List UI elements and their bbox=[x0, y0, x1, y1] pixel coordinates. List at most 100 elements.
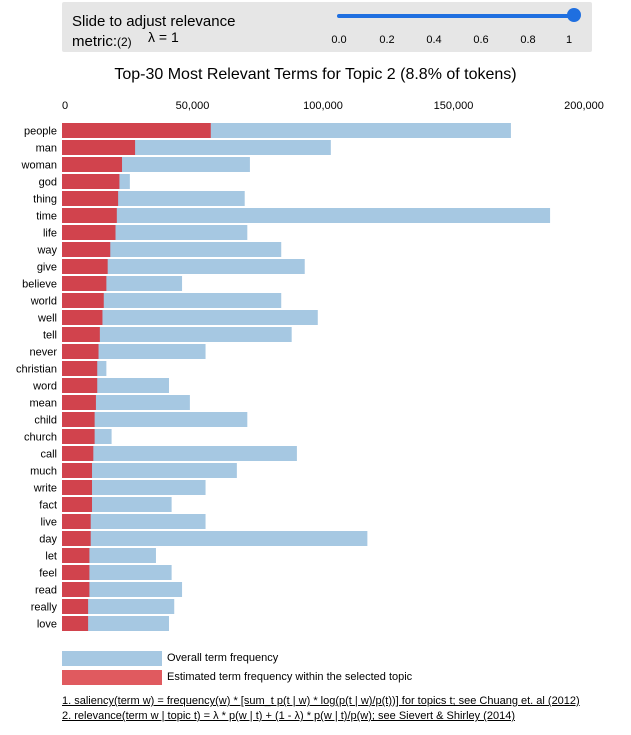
term-label: world bbox=[30, 296, 57, 308]
bar-chart: 0 50,000 100,000 150,000 200,000 people man wom… bbox=[16, 100, 604, 631]
bar-topic bbox=[62, 191, 119, 206]
term-label: well bbox=[37, 313, 57, 325]
legend-label-overall: Overall term frequency bbox=[167, 652, 279, 664]
x-tick-label: 50,000 bbox=[176, 100, 210, 112]
bar-overall bbox=[62, 616, 170, 631]
term-label: give bbox=[37, 262, 57, 274]
bar-topic bbox=[62, 480, 93, 495]
bar-topic bbox=[62, 123, 211, 138]
term-label: much bbox=[30, 466, 57, 478]
slider-tick: 0.4 bbox=[426, 34, 442, 46]
bar-overall bbox=[62, 412, 248, 427]
bar-topic bbox=[62, 293, 104, 308]
bar-topic bbox=[62, 616, 89, 631]
bar-topic bbox=[62, 310, 103, 325]
term-label: believe bbox=[22, 279, 57, 291]
bar-overall bbox=[62, 463, 237, 478]
bar-topic bbox=[62, 259, 108, 274]
term-label: feel bbox=[39, 568, 57, 580]
term-label: day bbox=[39, 534, 57, 546]
term-label: love bbox=[37, 619, 57, 631]
bar-overall bbox=[62, 259, 305, 274]
bar-overall bbox=[62, 599, 175, 614]
bar-topic bbox=[62, 157, 123, 172]
bar-topic bbox=[62, 548, 90, 563]
legend-swatch-topic bbox=[62, 670, 162, 685]
slider-tick: 0.8 bbox=[520, 34, 536, 46]
bar-topic bbox=[62, 225, 116, 240]
slider-label: Slide to adjust relevance metric:(2) bbox=[72, 12, 235, 52]
term-label: thing bbox=[33, 194, 57, 206]
term-label: live bbox=[40, 517, 57, 529]
relevance-slider-panel: Slide to adjust relevance metric:(2) λ =… bbox=[62, 2, 592, 52]
slider-tick: 0.2 bbox=[379, 34, 395, 46]
bar-topic bbox=[62, 174, 120, 189]
bar-overall bbox=[62, 446, 297, 461]
slider-tick: 0.6 bbox=[473, 34, 489, 46]
term-label: fact bbox=[39, 500, 57, 512]
term-label: church bbox=[24, 432, 57, 444]
bar-overall bbox=[62, 582, 183, 597]
term-label: man bbox=[36, 143, 57, 155]
term-label: christian bbox=[16, 364, 57, 376]
chart-title: Top-30 Most Relevant Terms for Topic 2 (… bbox=[114, 66, 517, 83]
x-tick-label: 100,000 bbox=[303, 100, 343, 112]
bar-overall bbox=[62, 480, 206, 495]
bar-topic bbox=[62, 327, 100, 342]
bar-topic bbox=[62, 276, 107, 291]
slider-label-footnote-ref: (2) bbox=[117, 35, 132, 49]
legend-label-topic: Estimated term frequency within the sele… bbox=[167, 671, 413, 683]
slider-tick: 0.0 bbox=[331, 34, 347, 46]
bar-topic bbox=[62, 242, 111, 257]
bar-topic bbox=[62, 412, 95, 427]
term-label: call bbox=[40, 449, 57, 461]
bar-topic bbox=[62, 463, 93, 478]
footnote-relevance[interactable]: 2. relevance(term w | topic t) = λ * p(w… bbox=[62, 710, 515, 722]
term-label: write bbox=[33, 483, 57, 495]
slider-label-line2: metric: bbox=[72, 33, 117, 50]
bar-topic bbox=[62, 446, 94, 461]
term-label: tell bbox=[43, 330, 57, 342]
term-label: read bbox=[35, 585, 57, 597]
term-label: god bbox=[39, 177, 57, 189]
slider-thumb[interactable] bbox=[567, 8, 581, 22]
lambda-value: λ = 1 bbox=[148, 29, 179, 45]
bar-overall bbox=[62, 514, 206, 529]
legend-swatch-overall bbox=[62, 651, 162, 666]
bar-overall bbox=[62, 327, 292, 342]
bar-topic bbox=[62, 429, 95, 444]
bar-topic bbox=[62, 140, 136, 155]
term-label: child bbox=[34, 415, 57, 427]
term-label: word bbox=[32, 381, 57, 393]
term-label: woman bbox=[21, 160, 57, 172]
term-label: never bbox=[29, 347, 57, 359]
bar-topic bbox=[62, 599, 89, 614]
bar-topic bbox=[62, 208, 117, 223]
term-label: mean bbox=[29, 398, 57, 410]
bar-overall bbox=[62, 208, 551, 223]
term-label: really bbox=[31, 602, 58, 614]
x-tick-label: 200,000 bbox=[564, 100, 604, 112]
slider-track[interactable] bbox=[337, 14, 574, 18]
footnote-saliency[interactable]: 1. saliency(term w) = frequency(w) * [su… bbox=[62, 695, 580, 707]
x-tick-label: 0 bbox=[62, 100, 68, 112]
term-label: people bbox=[24, 126, 57, 138]
bar-topic bbox=[62, 514, 91, 529]
bar-topic bbox=[62, 565, 90, 580]
term-label: let bbox=[45, 551, 57, 563]
bar-topic bbox=[62, 378, 98, 393]
bar-topic bbox=[62, 582, 90, 597]
term-label: life bbox=[43, 228, 57, 240]
bar-overall bbox=[62, 531, 368, 546]
bar-overall bbox=[62, 310, 318, 325]
bar-overall bbox=[62, 242, 282, 257]
slider-tick: 1 bbox=[565, 34, 573, 46]
slider-label-line1: Slide to adjust relevance bbox=[72, 13, 236, 30]
x-tick-label: 150,000 bbox=[434, 100, 474, 112]
bar-topic bbox=[62, 531, 91, 546]
bar-overall bbox=[62, 293, 282, 308]
term-label: way bbox=[36, 245, 57, 257]
bar-topic bbox=[62, 395, 96, 410]
bar-topic bbox=[62, 497, 93, 512]
bar-topic bbox=[62, 344, 99, 359]
